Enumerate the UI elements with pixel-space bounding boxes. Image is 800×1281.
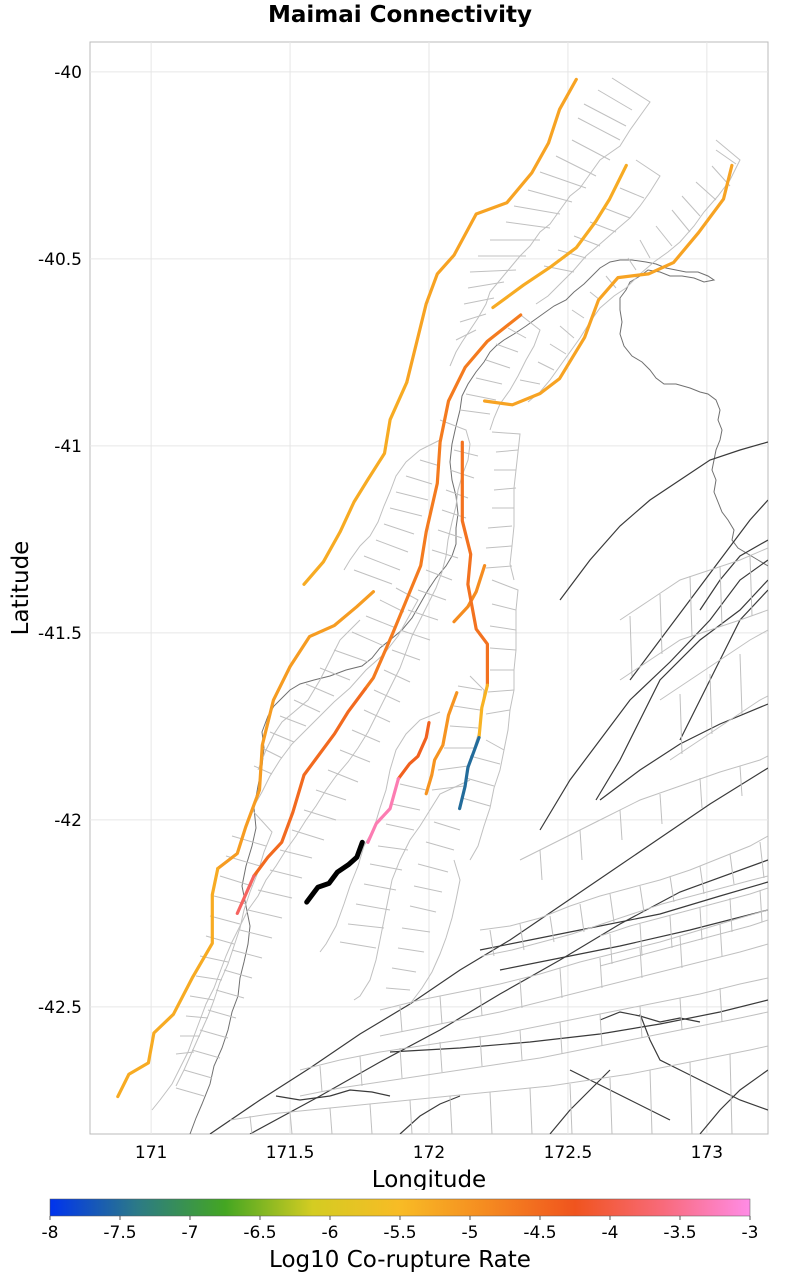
colorbar-tick-label: -8: [42, 1223, 59, 1243]
colorbar-tick-label: -3: [742, 1223, 759, 1243]
map-plot: 171 171.5 172 172.5 173 -40-40.5-41-41.5-42-…: [8, 41, 769, 1190]
x-tick-label: 172: [413, 1143, 445, 1163]
y-tick-label: -41: [54, 437, 82, 457]
rupture-fault-segment: [235, 874, 256, 915]
background-faults: [209, 441, 768, 1134]
rupture-fault-segment: [483, 163, 734, 407]
y-tick-label: -40.5: [38, 250, 82, 270]
colorbar-tick-label: -6.5: [243, 1223, 276, 1243]
colorbar-tick-label: -4.5: [523, 1223, 556, 1243]
x-tick-label: 172.5: [544, 1143, 593, 1163]
colorbar-tick-label: -5: [462, 1223, 479, 1243]
rupture-fault-segment: [363, 313, 523, 691]
y-axis-label: Latitude: [8, 541, 34, 636]
fault-subsections: [151, 77, 768, 1134]
colorbar-ticks: -8 -7.5 -7 -6.5 -6 -5.5 -5 -4.5 -4 -3.5 -3: [42, 1216, 759, 1243]
x-tick-label: 171.5: [266, 1143, 315, 1163]
rupture-fault-segment: [491, 163, 628, 310]
rupture-faults: [116, 77, 734, 1099]
rupture-fault-segment: [366, 777, 400, 844]
rupture-fault-segment: [116, 866, 220, 1099]
rupture-fault-segment: [424, 691, 459, 796]
y-tick-label: -42: [54, 811, 82, 831]
x-tick-label: 171: [135, 1143, 167, 1163]
y-ticks: -40 -40.5 -41 -41.5 -42 -42.5: [38, 63, 82, 1018]
colorbar-label: Log10 Co-rupture Rate: [269, 1247, 531, 1273]
chart-title: Maimai Connectivity: [267, 2, 533, 28]
rupture-fault-segment: [252, 687, 367, 878]
colorbar-tick-label: -7.5: [103, 1223, 136, 1243]
rupture-fault-segment: [477, 683, 489, 740]
colorbar: -8 -7.5 -7 -6.5 -6 -5.5 -5 -4.5 -4 -3.5 -3 Log10 C…: [42, 1198, 759, 1273]
rupture-fault-segment: [405, 77, 578, 384]
colorbar-tick-label: -6: [322, 1223, 339, 1243]
colorbar-tick-label: -5.5: [383, 1223, 416, 1243]
y-tick-label: -42.5: [38, 998, 82, 1018]
colorbar-gradient: [49, 1198, 751, 1217]
colorbar-tick-label: -7: [182, 1223, 199, 1243]
rupture-fault-segment: [458, 736, 481, 811]
colorbar-tick-label: -4: [602, 1223, 619, 1243]
y-tick-label: -41.5: [38, 624, 82, 644]
x-ticks: 171 171.5 172 172.5 173: [135, 1143, 723, 1163]
x-axis-label: Longitude: [372, 1167, 486, 1190]
rupture-fault-segment: [460, 440, 489, 687]
rupture-fault-segment: [302, 380, 409, 586]
rupture-fault-segment: [396, 721, 431, 781]
x-tick-label: 173: [691, 1143, 723, 1163]
rupture-fault-segment: [216, 590, 375, 871]
source-fault-maimai: [304, 839, 365, 905]
y-tick-label: -40: [54, 63, 82, 83]
colorbar-tick-label: -3.5: [663, 1223, 696, 1243]
